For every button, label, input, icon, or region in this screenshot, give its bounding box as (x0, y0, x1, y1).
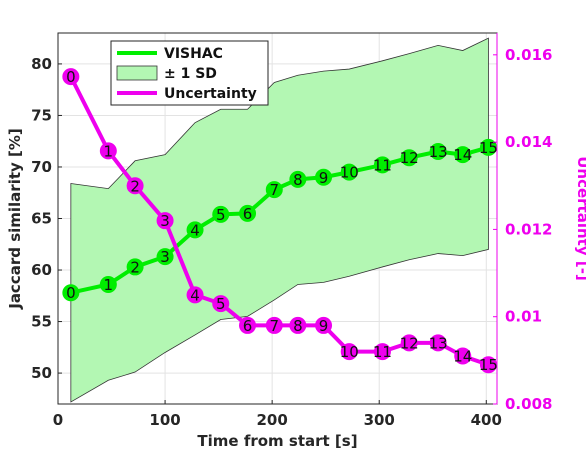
uncertainty-point-label: 4 (190, 286, 200, 304)
right-y-tick-label: 0.01 (505, 308, 542, 326)
legend-swatch-1-sd (116, 65, 158, 81)
vishac-point-label: 13 (429, 143, 448, 161)
uncertainty-marker (126, 177, 144, 195)
left-y-axis-label: Jaccard similarity [%] (6, 128, 24, 310)
uncertainty-point-label: 11 (373, 343, 392, 361)
uncertainty-marker (454, 347, 472, 365)
left-y-tick-label: 75 (31, 106, 52, 124)
vishac-point-label: 11 (373, 156, 392, 174)
uncertainty-marker (340, 343, 358, 361)
vishac-point-label: 1 (104, 276, 114, 294)
uncertainty-marker (99, 142, 117, 160)
vishac-point-label: 10 (340, 164, 359, 182)
vishac-marker (479, 138, 497, 156)
vishac-point-label: 9 (319, 169, 329, 187)
vishac-point-label: 3 (160, 248, 170, 266)
uncertainty-point-label: 0 (66, 68, 76, 86)
uncertainty-marker (239, 316, 257, 334)
vishac-marker (340, 163, 358, 181)
x-tick-label: 400 (471, 411, 502, 429)
vishac-marker (265, 181, 283, 199)
uncertainty-marker (373, 343, 391, 361)
uncertainty-point-label: 9 (319, 317, 329, 335)
left-y-tick-label: 60 (31, 261, 52, 279)
uncertainty-point-label: 5 (216, 295, 226, 313)
uncertainty-point-label: 14 (453, 347, 472, 365)
vishac-line (70, 145, 489, 295)
legend: VISHAC ± 1 SD Uncertainty (110, 40, 269, 106)
vishac-marker (126, 258, 144, 276)
vishac-marker (429, 143, 447, 161)
vishac-marker (315, 168, 333, 186)
x-axis-label: Time from start [s] (197, 432, 357, 450)
vishac-point-label: 8 (293, 171, 303, 189)
vishac-marker (373, 156, 391, 174)
series-lines-layer (69, 75, 490, 367)
uncertainty-point-label: 13 (429, 334, 448, 352)
right-y-tick-label: 0.014 (505, 133, 552, 151)
right-y-axis-label: Uncertainty [-] (574, 156, 586, 281)
uncertainty-point-label: 15 (479, 356, 498, 374)
vishac-marker (400, 149, 418, 167)
uncertainty-marker (265, 316, 283, 334)
vishac-marker (239, 204, 257, 222)
uncertainty-point-label: 12 (400, 334, 419, 352)
left-y-tick-label: 65 (31, 210, 52, 228)
vishac-point-label: 15 (479, 139, 498, 157)
right-y-tick-label: 0.012 (505, 220, 552, 238)
vishac-point-label: 5 (216, 206, 226, 224)
axis-ticks-layer: 0 100 200 300 400505560657075800.0080.010.01… (31, 33, 552, 429)
uncertainty-point-label: 7 (270, 317, 280, 335)
vishac-marker (212, 205, 230, 223)
left-y-tick-label: 80 (31, 55, 52, 73)
vishac-point-label: 6 (243, 205, 253, 223)
x-tick-label: 0 (53, 411, 63, 429)
vishac-point-label: 14 (453, 146, 472, 164)
uncertainty-point-label: 1 (104, 142, 114, 160)
uncertainty-line (69, 75, 490, 367)
vishac-point-label: 4 (190, 221, 200, 239)
uncertainty-marker (186, 286, 204, 304)
vishac-marker (156, 248, 174, 266)
legend-label-vishac: VISHAC (164, 46, 223, 62)
vishac-marker (186, 221, 204, 239)
uncertainty-point-label: 3 (160, 212, 170, 230)
right-y-tick-label: 0.008 (505, 395, 552, 413)
vishac-marker (62, 284, 80, 302)
x-tick-label: 100 (149, 411, 180, 429)
vishac-point-label: 2 (130, 258, 140, 276)
uncertainty-marker (289, 316, 307, 334)
vishac-marker (99, 275, 117, 293)
uncertainty-marker (400, 334, 418, 352)
legend-label-uncertainty: Uncertainty (164, 86, 257, 102)
sd-band-layer (70, 37, 489, 403)
vishac-point-label: 12 (400, 149, 419, 167)
legend-label-1-sd: ± 1 SD (164, 66, 217, 82)
sd-band (70, 37, 489, 403)
uncertainty-marker (156, 212, 174, 230)
right-y-tick-label: 0.016 (505, 46, 552, 64)
uncertainty-marker (315, 316, 333, 334)
left-y-tick-label: 55 (31, 313, 52, 331)
x-tick-label: 300 (364, 411, 395, 429)
vishac-point-label: 7 (270, 181, 280, 199)
left-y-tick-label: 50 (31, 364, 52, 382)
vishac-marker (454, 146, 472, 164)
left-y-tick-label: 70 (31, 158, 52, 176)
uncertainty-marker (479, 356, 497, 374)
vishac-marker (289, 170, 307, 188)
x-tick-label: 200 (256, 411, 287, 429)
uncertainty-point-label: 2 (130, 177, 140, 195)
uncertainty-point-label: 6 (243, 317, 253, 335)
uncertainty-marker (429, 334, 447, 352)
uncertainty-marker (62, 68, 80, 86)
uncertainty-point-label: 10 (340, 343, 359, 361)
uncertainty-marker (212, 295, 230, 313)
vishac-point-label: 0 (66, 284, 76, 302)
uncertainty-point-label: 8 (293, 317, 303, 335)
